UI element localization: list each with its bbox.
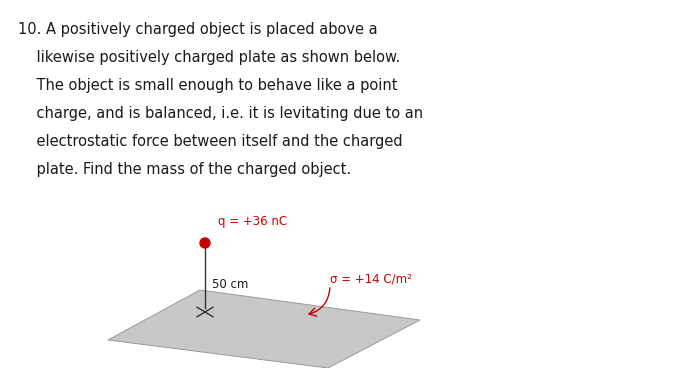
Text: plate. Find the mass of the charged object.: plate. Find the mass of the charged obje… (18, 162, 351, 177)
Text: The object is small enough to behave like a point: The object is small enough to behave lik… (18, 78, 398, 93)
Text: σ = +14 C/m²: σ = +14 C/m² (330, 272, 412, 285)
Text: 10. A positively charged object is placed above a: 10. A positively charged object is place… (18, 22, 377, 37)
FancyArrowPatch shape (309, 288, 330, 316)
Polygon shape (108, 290, 420, 368)
Text: electrostatic force between itself and the charged: electrostatic force between itself and t… (18, 134, 402, 149)
Text: likewise positively charged plate as shown below.: likewise positively charged plate as sho… (18, 50, 400, 65)
Text: q = +36 nC: q = +36 nC (218, 215, 287, 228)
Text: charge, and is balanced, i.e. it is levitating due to an: charge, and is balanced, i.e. it is levi… (18, 106, 423, 121)
Text: 50 cm: 50 cm (212, 278, 248, 291)
Circle shape (200, 238, 210, 248)
